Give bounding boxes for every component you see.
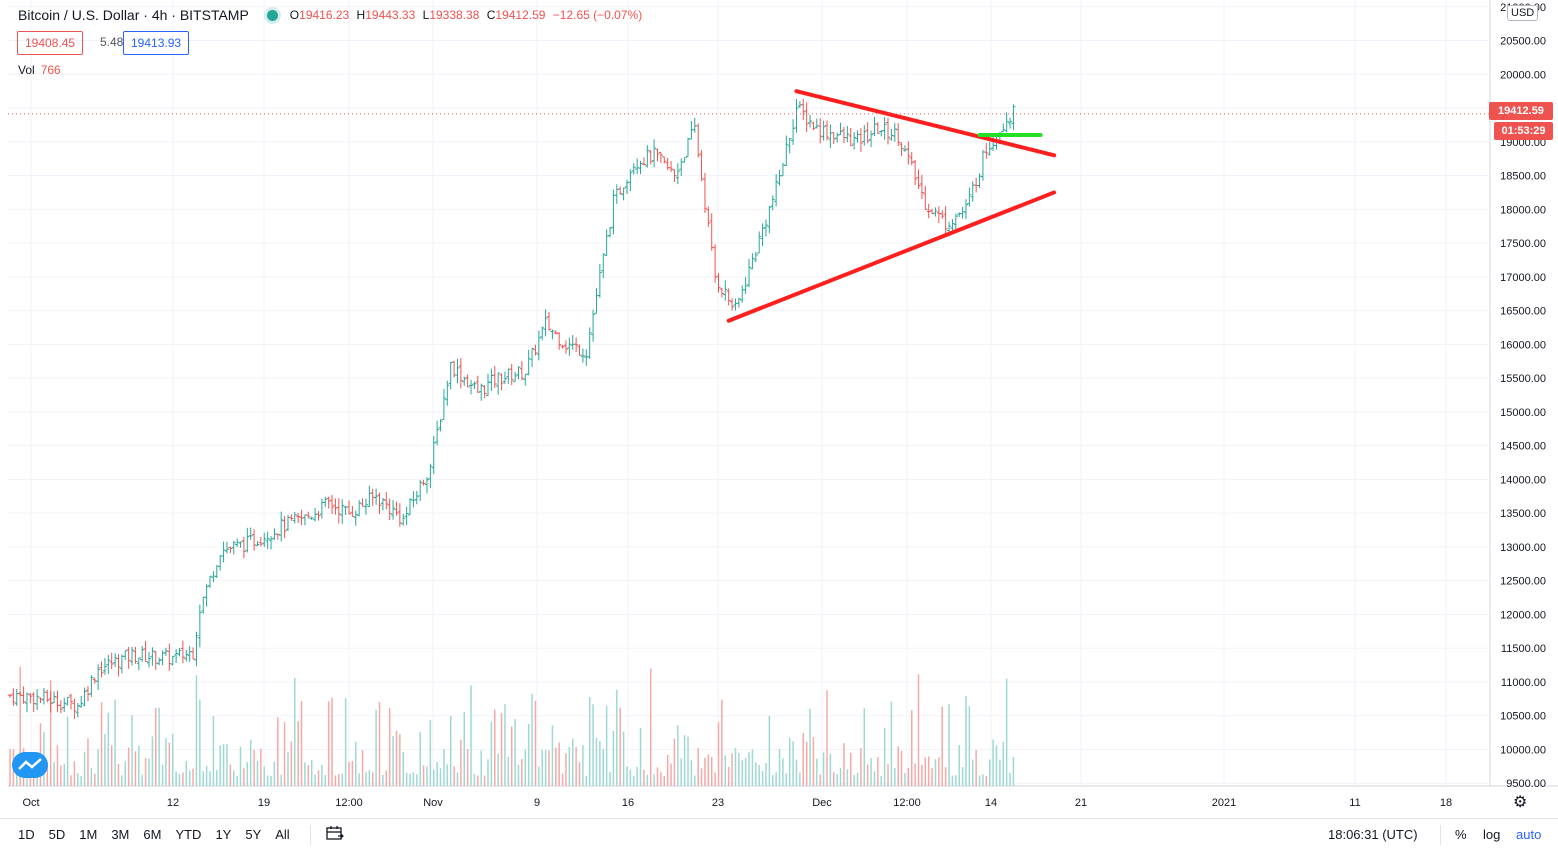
- range-1m-button[interactable]: 1M: [79, 827, 98, 842]
- range-5y-button[interactable]: 5Y: [245, 827, 262, 842]
- price-chart[interactable]: 21000.0020500.0020000.0019500.0019000.00…: [0, 0, 1558, 818]
- trendline-upper: [794, 89, 1057, 158]
- time-tick-label: 9: [534, 797, 540, 809]
- volume-label: Vol: [18, 63, 35, 77]
- price-tick-label: 11500.00: [1501, 643, 1546, 655]
- spread-value: 5.48: [100, 35, 124, 49]
- open-label: O: [289, 8, 300, 22]
- price-bars: [8, 98, 1016, 719]
- currency-button[interactable]: USD: [1507, 5, 1539, 21]
- time-tick-label: 12:00: [893, 797, 921, 809]
- percent-scale-toggle[interactable]: %: [1455, 827, 1467, 842]
- range-5d-button[interactable]: 5D: [48, 827, 66, 842]
- time-tick-label: Dec: [812, 797, 832, 809]
- time-tick-label: 11: [1349, 797, 1360, 809]
- range-3m-button[interactable]: 3M: [111, 827, 130, 842]
- auto-scale-toggle[interactable]: auto: [1516, 827, 1542, 842]
- trendline-lower: [726, 190, 1057, 323]
- time-tick-label: 2021: [1212, 797, 1236, 809]
- tradingview-logo-icon[interactable]: [12, 752, 48, 778]
- price-tick-label: 20000.00: [1500, 69, 1546, 81]
- price-tick-label: 18500.00: [1500, 171, 1546, 183]
- price-tick-label: 15000.00: [1500, 407, 1546, 419]
- toolbar-divider: [310, 825, 311, 845]
- price-tick-label: 16500.00: [1500, 306, 1546, 318]
- price-tick-label: 9500.00: [1506, 778, 1546, 790]
- price-axis: 21000.0020500.0020000.0019500.0019000.00…: [1500, 2, 1546, 790]
- change-value: −12.65 (−0.07%): [552, 8, 643, 22]
- range-1y-button[interactable]: 1Y: [215, 827, 232, 842]
- time-tick-label: 12:00: [335, 797, 363, 809]
- time-tick-label: 23: [712, 797, 724, 809]
- time-tick-label: 12: [167, 797, 179, 809]
- price-tick-label: 10000.00: [1500, 744, 1546, 756]
- time-tick-label: 21: [1075, 797, 1087, 809]
- close-value: 19412.59: [495, 8, 546, 22]
- range-all-button[interactable]: All: [275, 827, 290, 842]
- range-6m-button[interactable]: 6M: [143, 827, 162, 842]
- goto-date-icon[interactable]: [326, 825, 344, 845]
- symbol-legend: Bitcoin / U.S. Dollar · 4h · BITSTAMP O1…: [18, 7, 646, 23]
- time-tick-label: 16: [622, 797, 634, 809]
- price-tick-label: 10500.00: [1500, 711, 1546, 723]
- volume-value: 766: [40, 63, 61, 77]
- price-tick-label: 17500.00: [1500, 238, 1546, 250]
- high-label: H: [356, 8, 366, 22]
- price-tick-label: 14000.00: [1500, 474, 1546, 486]
- toolbar-divider-2: [1440, 825, 1441, 845]
- symbol-title: Bitcoin / U.S. Dollar · 4h · BITSTAMP: [18, 7, 249, 23]
- high-value: 19443.33: [365, 8, 416, 22]
- close-label: C: [486, 8, 496, 22]
- date-range-buttons: 1D 5D 1M 3M 6M YTD 1Y 5Y All: [18, 827, 304, 842]
- utc-clock[interactable]: 18:06:31 (UTC): [1328, 827, 1418, 842]
- trendlines: [726, 89, 1057, 323]
- price-tick-label: 13000.00: [1500, 542, 1546, 554]
- price-tick-label: 12000.00: [1500, 609, 1546, 621]
- chart-grid: [8, 0, 1558, 787]
- bar-countdown-label: 01:53:29: [1494, 122, 1553, 140]
- price-tick-label: 11000.00: [1501, 677, 1546, 689]
- bottom-toolbar: 1D 5D 1M 3M 6M YTD 1Y 5Y All 18:06:31 (U…: [0, 818, 1558, 852]
- buy-price-button[interactable]: 19413.93: [123, 31, 190, 55]
- plot-area: [8, 0, 1490, 786]
- sell-price-button[interactable]: 19408.45: [17, 31, 84, 55]
- price-tick-label: 15500.00: [1500, 373, 1546, 385]
- price-tick-label: 20500.00: [1500, 36, 1546, 48]
- log-scale-toggle[interactable]: log: [1483, 827, 1501, 842]
- time-tick-label: Oct: [22, 797, 39, 809]
- volume-bars: [9, 666, 1015, 786]
- time-axis: Oct 12 19 12:00 Nov 9 16 23 Dec 12:00 14 21 2021 11 18: [22, 797, 1452, 809]
- time-tick-label: 14: [985, 797, 997, 809]
- market-status-icon[interactable]: [266, 9, 278, 21]
- settings-gear-icon[interactable]: ⚙: [1513, 794, 1528, 811]
- time-tick-label: Nov: [423, 797, 443, 809]
- time-tick-label: 19: [258, 797, 270, 809]
- time-tick-label: 18: [1440, 797, 1452, 809]
- low-value: 19338.38: [429, 8, 480, 22]
- range-ytd-button[interactable]: YTD: [175, 827, 202, 842]
- price-tick-label: 12500.00: [1500, 576, 1546, 588]
- open-value: 19416.23: [299, 8, 350, 22]
- volume-legend: Vol 766: [18, 63, 61, 77]
- range-1d-button[interactable]: 1D: [18, 827, 35, 842]
- ohlc-values: O19416.23 H19443.33 L19338.38 C19412.59 …: [290, 8, 646, 22]
- last-price-label: 19412.59: [1489, 102, 1553, 120]
- price-tick-label: 14500.00: [1500, 441, 1546, 453]
- price-tick-label: 17000.00: [1500, 272, 1546, 284]
- price-tick-label: 13500.00: [1500, 508, 1546, 520]
- price-tick-label: 18000.00: [1500, 204, 1546, 216]
- low-label: L: [422, 8, 430, 22]
- price-tick-label: 16000.00: [1500, 339, 1546, 351]
